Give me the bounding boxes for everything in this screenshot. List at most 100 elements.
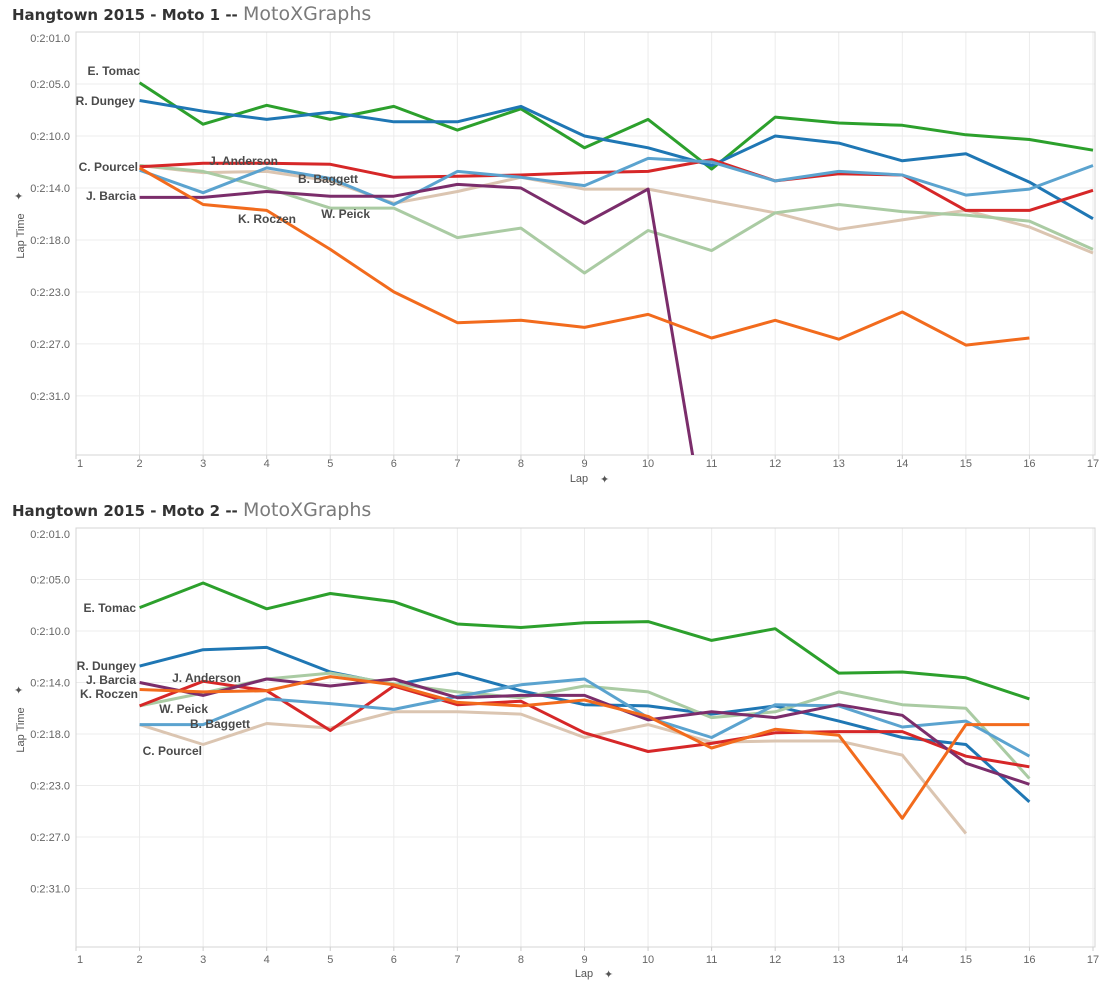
- y-tick-label: 0:2:14.0: [30, 183, 70, 195]
- series-line-k-roczen[interactable]: [138, 166, 1030, 347]
- x-tick-label: 5: [327, 954, 333, 966]
- series-line-b-baggett[interactable]: [139, 156, 1094, 206]
- x-tick-label: 17: [1087, 954, 1099, 966]
- x-tick-label: 13: [833, 458, 845, 470]
- series-label: B. Baggett: [190, 717, 250, 731]
- series-label: K. Roczen: [238, 212, 296, 226]
- series-line-w-peick[interactable]: [139, 164, 1094, 275]
- series-label: W. Peick: [321, 207, 370, 221]
- y-tick-label: 0:2:31.0: [30, 883, 70, 895]
- x-tick-label: 10: [642, 458, 654, 470]
- y-tick-label: 0:2:23.0: [30, 780, 70, 792]
- brand-name: MotoXGraphs: [243, 3, 371, 25]
- x-tick-label: 5: [327, 458, 333, 470]
- series-label: E. Tomac: [88, 64, 141, 78]
- y-tick-label: 0:2:18.0: [30, 729, 70, 741]
- x-tick-label: 10: [642, 954, 654, 966]
- y-tick-label: 0:2:05.0: [30, 79, 70, 91]
- x-tick-label: 13: [833, 954, 845, 966]
- x-tick-label: 9: [581, 954, 587, 966]
- series-label: C. Pourcel: [79, 160, 138, 174]
- x-tick-label: 1: [77, 458, 83, 470]
- x-tick-label: 2: [137, 458, 143, 470]
- chart-title-text: Hangtown 2015 - Moto 2 --: [12, 502, 243, 520]
- x-axis-title: Lap: [570, 473, 588, 485]
- y-axis-title: Lap Time: [15, 213, 27, 258]
- series-line-j-barcia[interactable]: [139, 677, 1030, 786]
- x-axis-title: Lap: [575, 968, 593, 980]
- series-label: J. Anderson: [209, 154, 278, 168]
- series-line-e-tomac[interactable]: [139, 581, 1030, 701]
- x-tick-label: 2: [137, 954, 143, 966]
- y-tick-label: 0:2:31.0: [30, 391, 70, 403]
- x-tick-label: 12: [769, 954, 781, 966]
- series-label: J. Barcia: [86, 189, 136, 203]
- series-group: [139, 581, 1031, 835]
- pin-icon[interactable]: ✦: [600, 474, 609, 486]
- series-label: C. Pourcel: [143, 744, 202, 758]
- series-line-r-dungey[interactable]: [139, 99, 1094, 221]
- y-tick-label: 0:2:14.0: [30, 677, 70, 689]
- x-tick-label: 4: [264, 458, 270, 470]
- chart-title-text: Hangtown 2015 - Moto 1 --: [12, 6, 243, 24]
- brand-name: MotoXGraphs: [243, 499, 371, 521]
- plot-border: [75, 527, 1096, 948]
- x-tick-label: 3: [200, 954, 206, 966]
- plot-border: [75, 31, 1096, 456]
- x-tick-label: 16: [1023, 458, 1035, 470]
- series-line-c-pourcel[interactable]: [139, 710, 968, 835]
- series-line-b-baggett[interactable]: [139, 677, 1031, 758]
- x-tick-label: 6: [391, 954, 397, 966]
- series-line-w-peick[interactable]: [139, 671, 1031, 780]
- x-tick-label: 15: [960, 954, 972, 966]
- x-tick-label: 16: [1023, 954, 1035, 966]
- series-label: B. Baggett: [298, 172, 358, 186]
- pin-icon[interactable]: ✦: [14, 685, 23, 697]
- x-tick-label: 11: [706, 458, 717, 470]
- series-line-e-tomac[interactable]: [138, 81, 1094, 171]
- series-line-j-anderson[interactable]: [139, 679, 1030, 769]
- pin-icon[interactable]: ✦: [14, 191, 23, 203]
- series-line-c-pourcel[interactable]: [139, 164, 1094, 255]
- series-line-j-anderson[interactable]: [139, 158, 1094, 212]
- x-tick-label: 8: [518, 458, 524, 470]
- x-tick-label: 8: [518, 954, 524, 966]
- chart-title: Hangtown 2015 - Moto 1 -- MotoXGraphs: [12, 3, 371, 25]
- x-tick-label: 9: [581, 458, 587, 470]
- x-tick-label: 7: [454, 458, 460, 470]
- y-tick-label: 0:2:23.0: [30, 287, 70, 299]
- x-tick-label: 14: [896, 458, 908, 470]
- x-tick-label: 12: [769, 458, 781, 470]
- y-axis-title: Lap Time: [15, 707, 27, 752]
- series-label: E. Tomac: [84, 601, 137, 615]
- x-tick-label: 6: [391, 458, 397, 470]
- x-tick-label: 4: [264, 954, 270, 966]
- y-tick-label: 0:2:27.0: [30, 832, 70, 844]
- y-tick-label: 0:2:10.0: [30, 131, 70, 143]
- x-tick-label: 17: [1087, 458, 1099, 470]
- series-label: R. Dungey: [76, 94, 136, 108]
- pin-icon[interactable]: ✦: [604, 969, 613, 981]
- y-tick-label: 0:2:27.0: [30, 339, 70, 351]
- y-tick-label: 0:2:05.0: [30, 574, 70, 586]
- x-tick-label: 15: [960, 458, 972, 470]
- series-label: R. Dungey: [77, 659, 137, 673]
- plot-area: 1 2 3 4 5 6 7 8 9 10 11 12 13 14 15 16 170:2:01.00:2:05.…: [30, 31, 1099, 568]
- series-label: W. Peick: [159, 702, 208, 716]
- chart-title: Hangtown 2015 - Moto 2 -- MotoXGraphs: [12, 499, 371, 521]
- series-label: J. Anderson: [172, 671, 241, 685]
- x-tick-label: 14: [896, 954, 908, 966]
- plot-area: 1 2 3 4 5 6 7 8 9 10 11 12 13 14 15 16 170:2:01.00:2:05.…: [30, 527, 1099, 966]
- y-tick-label: 0:2:18.0: [30, 235, 70, 247]
- y-tick-label: 0:2:01.0: [30, 529, 70, 541]
- series-label: K. Roczen: [80, 687, 138, 701]
- x-tick-label: 7: [454, 954, 460, 966]
- series-line-j-barcia[interactable]: [139, 182, 712, 568]
- series-group: [138, 81, 1094, 568]
- series-label: J. Barcia: [86, 673, 136, 687]
- x-tick-label: 11: [706, 954, 717, 966]
- series-line-k-roczen[interactable]: [139, 675, 1030, 820]
